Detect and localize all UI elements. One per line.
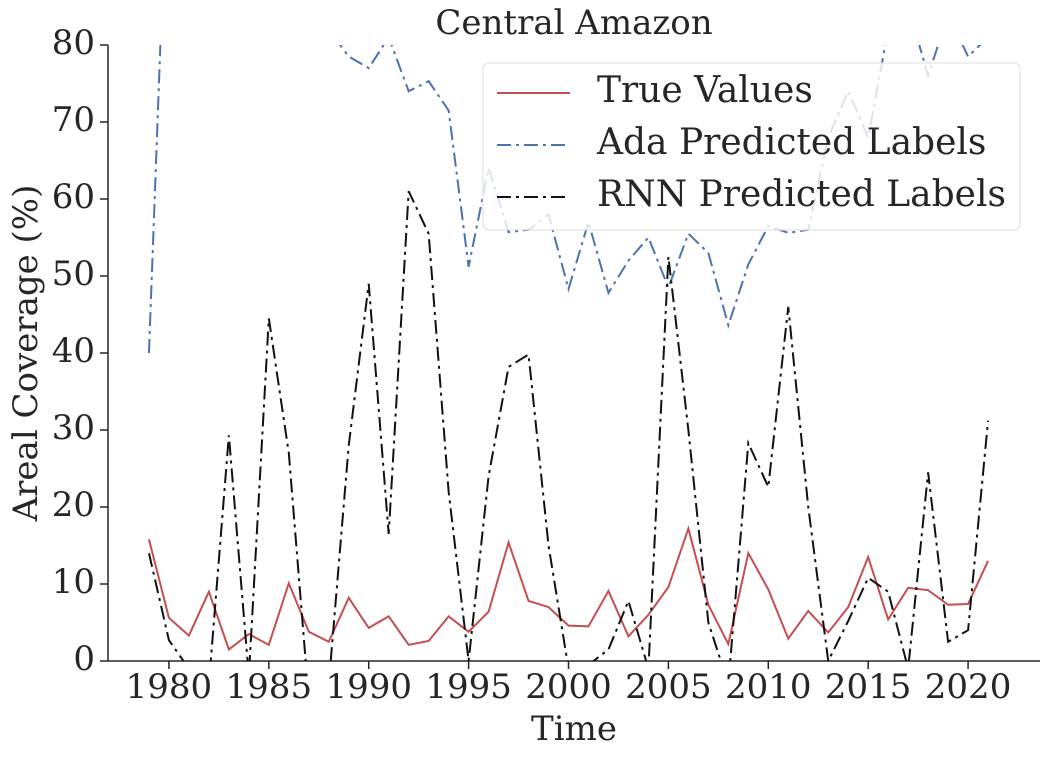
x-tick-label: 1990 [325,667,412,707]
legend-label: Ada Predicted Labels [596,122,986,163]
legend: True Values Ada Predicted Labels RNN Predi… [482,62,1021,231]
series-line [147,525,989,652]
legend-box [482,62,1021,231]
x-tick-label: 2010 [725,667,812,707]
y-tick-label: 10 [52,562,95,602]
x-tick-label: 2005 [625,667,712,707]
y-tick-label: 50 [52,254,95,294]
series-line [147,45,982,354]
x-tick-label: 1985 [226,667,313,707]
y-tick-label: 70 [52,100,95,140]
legend-label: RNN Predicted Labels [597,174,1006,215]
x-tick-label: 2020 [925,667,1012,707]
y-tick-label: 60 [52,177,95,217]
y-tick-label: 0 [73,639,95,679]
x-tick-label: 2000 [525,667,612,707]
y-tick-label: 40 [52,331,95,371]
x-tick-label: 2015 [825,667,912,707]
x-tick-label: 1995 [425,667,512,707]
y-tick-label: 80 [52,23,95,63]
y-axis-label: Areal Coverage (%) [6,185,46,523]
y-tick-label: 30 [52,408,95,448]
plot-area [147,45,990,661]
series-line [147,190,990,661]
legend-label: True Values [597,70,813,111]
x-axis-label: Time [531,709,617,749]
y-tick-label: 20 [52,485,95,525]
x-tick-label: 1980 [126,667,213,707]
chart-title: Central Amazon [435,3,712,43]
